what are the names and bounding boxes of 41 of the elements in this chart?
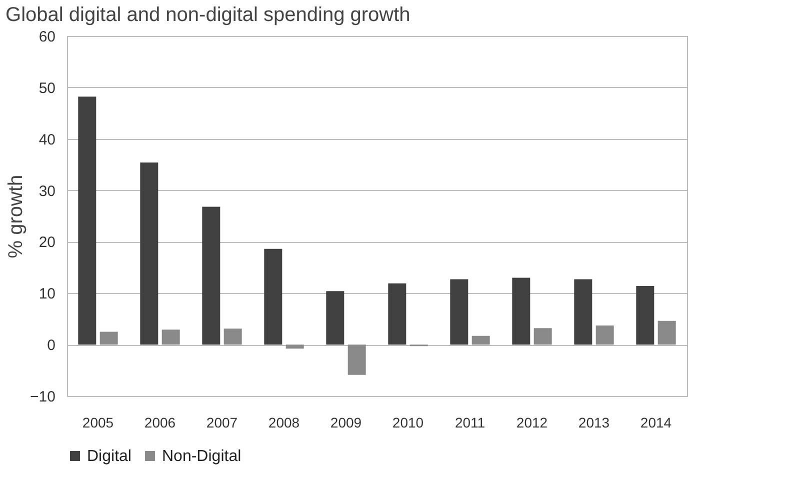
y-tick-label: 0 <box>47 337 56 354</box>
bar <box>658 320 676 345</box>
chart-title: Global digital and non-digital spending growth <box>6 4 410 26</box>
bar <box>286 344 304 349</box>
x-tick-label: 2006 <box>144 414 176 430</box>
y-tick-label: 30 <box>38 182 56 200</box>
legend-label: Digital <box>87 448 132 465</box>
x-tick-label: 2011 <box>454 414 486 430</box>
bar <box>264 248 282 345</box>
x-tick-label: 2013 <box>578 414 610 430</box>
bar <box>574 279 592 345</box>
bar <box>512 278 530 345</box>
bar <box>78 96 96 345</box>
bar <box>224 328 242 345</box>
y-tick-label: −10 <box>30 388 56 406</box>
x-tick-label: 2007 <box>206 414 238 430</box>
bar <box>140 162 158 345</box>
y-tick-label: 10 <box>38 286 56 303</box>
y-tick-label: 60 <box>38 28 56 46</box>
bar <box>348 344 366 375</box>
x-tick-label: 2014 <box>640 414 672 430</box>
y-tick-label: 50 <box>38 80 56 97</box>
x-tick-label: 2009 <box>330 414 362 430</box>
x-tick-label: 2005 <box>82 414 114 430</box>
bar <box>636 286 654 345</box>
bar <box>202 206 220 345</box>
x-tick-label: 2010 <box>392 414 424 430</box>
bar <box>326 291 344 345</box>
y-tick-label: 20 <box>38 234 56 252</box>
bar <box>472 336 490 345</box>
y-tick-label: 40 <box>38 131 56 148</box>
bar <box>450 279 468 345</box>
x-tick-label: 2008 <box>268 414 300 430</box>
bar <box>596 326 614 345</box>
legend-label: Non-Digital <box>162 448 242 465</box>
bar <box>534 328 552 345</box>
x-tick-label: 2012 <box>516 414 548 430</box>
bar <box>388 283 406 345</box>
bar <box>100 332 118 345</box>
bar <box>162 330 180 345</box>
y-axis-title: % growth <box>5 174 28 258</box>
